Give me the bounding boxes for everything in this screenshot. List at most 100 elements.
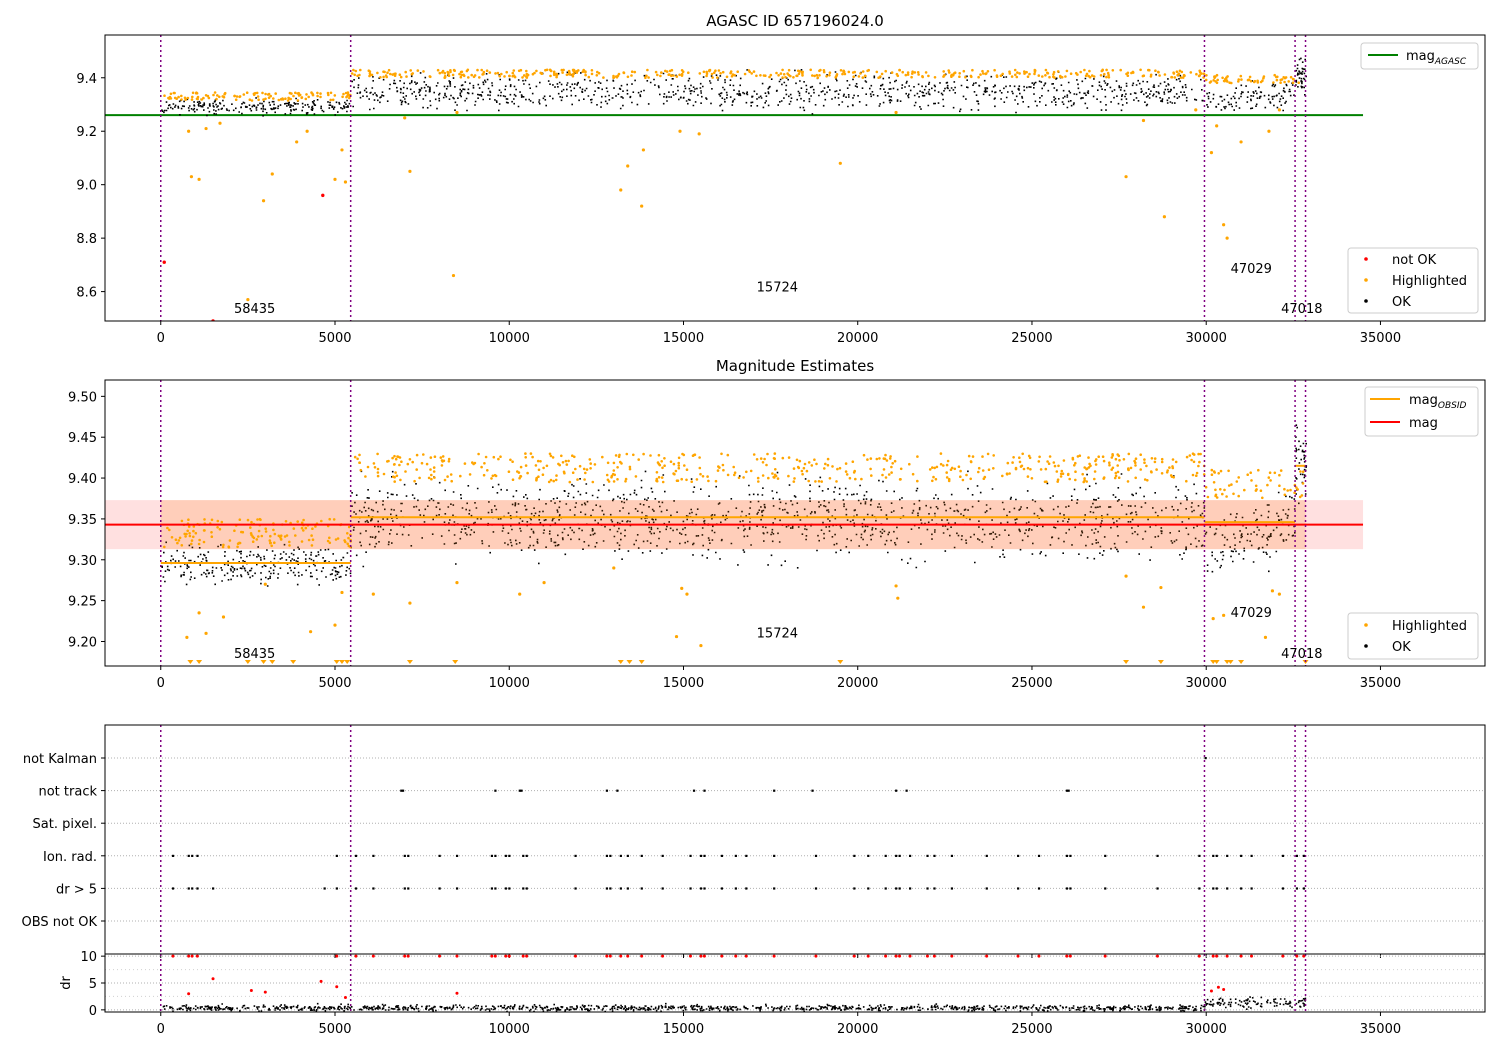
flag-point-3-3 xyxy=(196,854,199,857)
highlighted-point xyxy=(328,541,332,545)
highlighted-point xyxy=(1044,467,1048,471)
flag-point-4-9 xyxy=(403,887,406,890)
highlighted-point xyxy=(1113,476,1117,480)
highlighted-point xyxy=(302,518,305,522)
highlighted-point xyxy=(633,70,637,74)
highlighted-point xyxy=(1014,466,1018,470)
highlighted-point xyxy=(405,75,408,78)
highlighted-point xyxy=(364,475,367,478)
highlighted-point-22 xyxy=(697,132,701,136)
clipped-marker-15 xyxy=(1123,660,1130,664)
highlighted-point xyxy=(1085,480,1088,483)
highlighted-point-21 xyxy=(678,129,682,133)
highlighted-point xyxy=(511,478,515,482)
x-tick-label-2-5: 25000 xyxy=(1011,676,1052,691)
flag-point-4-56 xyxy=(1281,887,1285,890)
highlighted-point xyxy=(386,460,389,463)
highlighted-point-29 xyxy=(1209,151,1214,155)
highlighted-point xyxy=(814,480,817,483)
highlighted-point xyxy=(326,539,330,543)
highlighted-point xyxy=(1155,468,1158,471)
highlighted-point xyxy=(368,72,372,75)
highlighted-point xyxy=(1052,73,1055,76)
highlighted-point xyxy=(677,466,681,470)
highlighted-point xyxy=(706,475,709,478)
highlighted-point xyxy=(373,466,377,469)
highlighted-point xyxy=(773,452,777,455)
flag-point-3-38 xyxy=(926,854,929,857)
flag-point-3-30 xyxy=(773,854,776,857)
highlighted-point xyxy=(581,70,585,73)
flag-label-3: Ion. rad. xyxy=(43,850,97,865)
highlighted-point xyxy=(441,455,445,458)
highlighted-point xyxy=(178,536,182,540)
highlighted-point xyxy=(488,71,492,74)
dr-red-point-16 xyxy=(525,954,529,958)
highlighted-point xyxy=(194,531,198,535)
highlighted-point xyxy=(1117,454,1121,458)
highlighted-point xyxy=(800,70,804,74)
flag-point-4-28 xyxy=(703,887,706,890)
highlighted-point xyxy=(490,477,493,480)
highlighted-point xyxy=(665,70,669,73)
highlighted-point xyxy=(795,458,799,462)
highlighted-point xyxy=(251,540,255,543)
highlighted-point xyxy=(733,473,736,477)
highlighted-point xyxy=(1102,459,1106,463)
highlighted-point xyxy=(1065,69,1069,73)
highlighted-point xyxy=(422,70,425,73)
flag-point-3-18 xyxy=(605,854,609,857)
highlighted-point xyxy=(590,69,594,72)
highlighted-point xyxy=(272,528,275,532)
highlighted-point xyxy=(259,518,262,522)
highlighted-point xyxy=(1103,72,1106,76)
flag-point-3-20 xyxy=(619,854,622,857)
highlighted-point xyxy=(1047,462,1051,466)
highlighted-point xyxy=(560,454,563,458)
highlighted-point xyxy=(916,71,920,74)
highlighted-point xyxy=(619,460,622,464)
highlighted-point xyxy=(811,74,814,77)
highlighted-point xyxy=(809,68,812,72)
highlighted-point xyxy=(1008,70,1011,73)
highlighted-point xyxy=(1069,72,1073,75)
flag-point-3-2 xyxy=(191,854,194,857)
panel1-legend-lower: not OK Highlighted OK xyxy=(1347,247,1479,314)
highlighted-point xyxy=(582,467,586,471)
highlighted-point xyxy=(895,72,899,76)
highlighted-point xyxy=(1204,78,1208,82)
highlighted-point xyxy=(699,472,702,476)
dr-red-point-26 xyxy=(702,954,706,958)
highlighted-point xyxy=(1214,488,1217,492)
highlighted-point xyxy=(180,94,183,98)
legend-highlighted-label: Highlighted xyxy=(1392,274,1467,289)
x-tick-label-4-3: 15000 xyxy=(663,1022,704,1037)
highlighted-point xyxy=(1143,478,1147,481)
flag-point-3-14 xyxy=(508,854,511,857)
highlighted-point xyxy=(605,473,609,477)
highlighted-point xyxy=(731,73,735,76)
highlighted-point xyxy=(568,72,571,75)
highlighted-point-19 xyxy=(640,204,644,208)
highlighted-point xyxy=(577,69,580,72)
dr-axis-label: dr xyxy=(59,976,74,990)
highlighted-point xyxy=(1240,78,1243,81)
highlighted-point xyxy=(471,461,474,464)
highlighted-point xyxy=(187,518,190,521)
highlighted-point xyxy=(1018,460,1022,464)
highlighted-point xyxy=(192,529,195,533)
highlighted-point xyxy=(1052,461,1056,464)
dr-red-point-53 xyxy=(1250,954,1254,958)
highlighted-point xyxy=(176,541,179,545)
flag-point-4-52 xyxy=(1215,887,1218,890)
highlighted-point xyxy=(844,462,848,465)
flag-point-3-19 xyxy=(609,854,612,857)
highlighted-point xyxy=(1298,495,1302,499)
highlighted-point xyxy=(782,73,786,76)
highlighted-point-14 xyxy=(403,116,407,120)
highlighted-point-5 xyxy=(309,630,313,634)
highlighted-point xyxy=(367,69,371,72)
highlighted-point-3 xyxy=(204,126,208,131)
highlighted-point xyxy=(774,468,777,471)
highlighted-point xyxy=(1153,457,1157,460)
